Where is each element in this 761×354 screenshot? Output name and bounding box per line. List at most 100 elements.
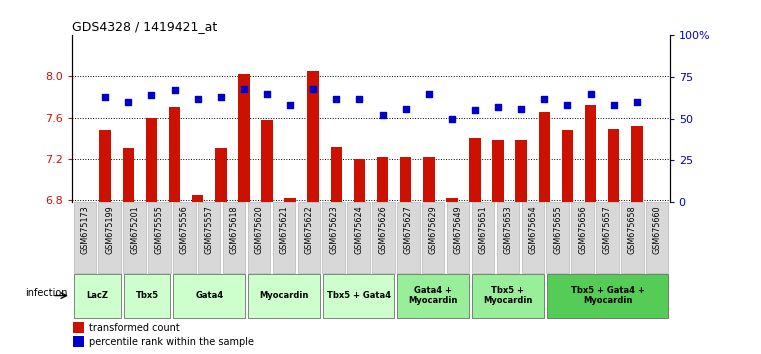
Text: LacZ: LacZ [86,291,108,300]
Point [215,94,227,100]
Text: Gata4 +
Myocardin: Gata4 + Myocardin [409,286,458,305]
FancyBboxPatch shape [74,202,96,273]
FancyBboxPatch shape [472,202,494,273]
Point [237,86,250,91]
Bar [74,322,84,333]
Text: GDS4328 / 1419421_at: GDS4328 / 1419421_at [72,20,218,33]
Bar [377,156,388,202]
Text: GSM675622: GSM675622 [304,205,314,254]
Bar [123,148,134,202]
Text: GSM675627: GSM675627 [404,205,412,254]
FancyBboxPatch shape [572,202,594,273]
Point [538,96,550,102]
Point [562,102,574,108]
Point [353,96,365,102]
Point [261,91,273,96]
Text: GSM675658: GSM675658 [628,205,637,254]
Text: GSM675626: GSM675626 [379,205,388,254]
FancyBboxPatch shape [397,202,419,273]
Point [492,104,505,110]
FancyBboxPatch shape [646,202,668,273]
Text: percentile rank within the sample: percentile rank within the sample [89,337,254,347]
FancyBboxPatch shape [198,202,221,273]
Text: Tbx5 +
Myocardin: Tbx5 + Myocardin [483,286,533,305]
Point [99,94,111,100]
Point [607,102,619,108]
Point [377,113,389,118]
FancyBboxPatch shape [98,202,121,273]
Text: GSM675555: GSM675555 [155,205,164,254]
FancyBboxPatch shape [422,202,444,273]
Bar [539,113,550,202]
Bar [492,140,504,202]
Point [307,86,320,91]
Text: Tbx5: Tbx5 [135,291,158,300]
FancyBboxPatch shape [74,274,120,318]
FancyBboxPatch shape [597,202,619,273]
Point [330,96,342,102]
Point [422,91,435,96]
FancyBboxPatch shape [323,274,394,318]
Point [123,99,135,105]
FancyBboxPatch shape [248,202,270,273]
Text: Tbx5 + Gata4 +
Myocardin: Tbx5 + Gata4 + Myocardin [571,286,645,305]
Bar [100,130,111,202]
Bar [608,129,619,202]
Text: GSM675656: GSM675656 [578,205,587,254]
Text: GSM675199: GSM675199 [105,205,114,254]
FancyBboxPatch shape [447,202,470,273]
Bar [584,105,597,202]
Text: GSM675651: GSM675651 [479,205,488,254]
Text: Myocardin: Myocardin [260,291,308,300]
Text: GSM675653: GSM675653 [503,205,512,254]
Bar [446,198,457,202]
Point [400,106,412,112]
FancyBboxPatch shape [148,202,170,273]
FancyBboxPatch shape [347,202,370,273]
Text: GSM675649: GSM675649 [454,205,463,254]
Bar [631,126,642,202]
Bar [562,130,573,202]
Text: GSM675657: GSM675657 [603,205,612,254]
Bar [515,140,527,202]
FancyBboxPatch shape [272,202,295,273]
FancyBboxPatch shape [223,202,245,273]
Text: GSM675173: GSM675173 [80,205,89,254]
FancyBboxPatch shape [497,202,519,273]
Bar [74,336,84,347]
Text: GSM675655: GSM675655 [553,205,562,254]
Bar [470,138,481,202]
Point [469,107,481,113]
Text: infection: infection [25,288,68,298]
Text: GSM675654: GSM675654 [528,205,537,254]
Point [515,106,527,112]
Point [284,102,296,108]
FancyBboxPatch shape [123,274,170,318]
FancyBboxPatch shape [248,274,320,318]
Text: GSM675618: GSM675618 [230,205,239,254]
FancyBboxPatch shape [174,274,245,318]
Bar [423,156,435,202]
Text: transformed count: transformed count [89,322,180,332]
Bar [145,118,158,202]
Text: GSM675660: GSM675660 [653,205,662,254]
Bar [238,74,250,202]
Point [446,116,458,121]
Text: GSM675629: GSM675629 [428,205,438,254]
Text: GSM675621: GSM675621 [279,205,288,254]
Point [192,96,204,102]
FancyBboxPatch shape [521,202,544,273]
Bar [400,156,412,202]
FancyBboxPatch shape [546,274,668,318]
Text: GSM675620: GSM675620 [254,205,263,254]
FancyBboxPatch shape [546,202,569,273]
Bar [215,148,227,202]
FancyBboxPatch shape [372,202,395,273]
FancyBboxPatch shape [472,274,543,318]
Bar [285,198,296,202]
FancyBboxPatch shape [298,202,320,273]
Text: GSM675623: GSM675623 [330,205,338,254]
Bar [307,72,319,202]
Text: Tbx5 + Gata4: Tbx5 + Gata4 [326,291,390,300]
Bar [261,120,272,202]
